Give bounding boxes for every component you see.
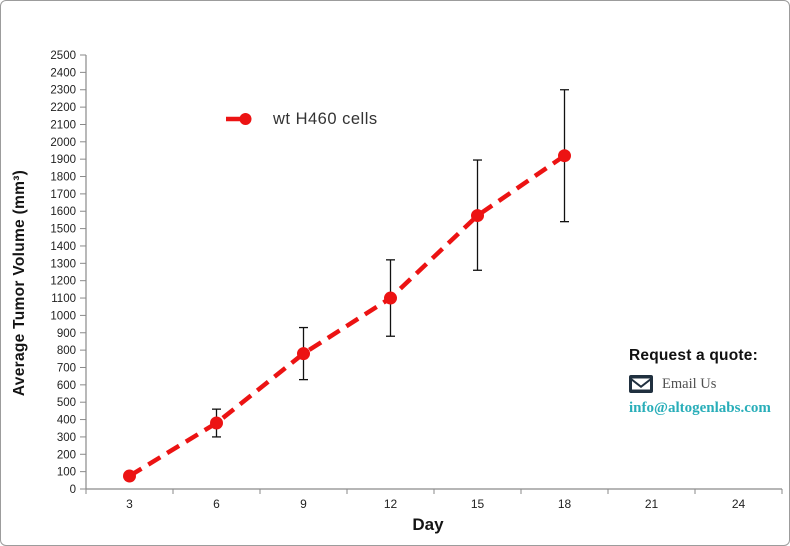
svg-text:21: 21 bbox=[645, 497, 659, 511]
legend-marker-dash-dot-icon bbox=[226, 113, 252, 125]
svg-text:1000: 1000 bbox=[50, 310, 76, 322]
svg-text:1800: 1800 bbox=[50, 172, 76, 184]
svg-text:2200: 2200 bbox=[50, 102, 76, 114]
svg-text:1200: 1200 bbox=[50, 276, 76, 288]
svg-text:2400: 2400 bbox=[50, 67, 76, 79]
svg-text:9: 9 bbox=[300, 497, 307, 511]
svg-text:1500: 1500 bbox=[50, 224, 76, 236]
svg-text:600: 600 bbox=[57, 380, 76, 392]
svg-text:2100: 2100 bbox=[50, 119, 76, 131]
svg-text:1100: 1100 bbox=[51, 293, 76, 305]
svg-text:18: 18 bbox=[558, 497, 572, 511]
svg-text:1900: 1900 bbox=[50, 154, 76, 166]
svg-text:1300: 1300 bbox=[50, 258, 76, 270]
email-us-label: Email Us bbox=[662, 375, 717, 392]
request-quote-block: Request a quote: Email Us info@altogenla… bbox=[629, 347, 784, 417]
svg-text:100: 100 bbox=[57, 467, 76, 479]
svg-text:1600: 1600 bbox=[50, 206, 76, 218]
svg-text:200: 200 bbox=[57, 449, 76, 461]
svg-text:1400: 1400 bbox=[50, 241, 76, 253]
svg-text:15: 15 bbox=[471, 497, 485, 511]
svg-text:400: 400 bbox=[57, 415, 76, 427]
svg-text:300: 300 bbox=[57, 432, 76, 444]
y-axis-title: Average Tumor Volume (mm³) bbox=[11, 169, 28, 397]
svg-text:2300: 2300 bbox=[50, 85, 76, 97]
x-axis-title: Day bbox=[412, 515, 444, 534]
svg-text:3: 3 bbox=[126, 497, 133, 511]
svg-text:12: 12 bbox=[384, 497, 398, 511]
svg-text:2500: 2500 bbox=[50, 50, 76, 62]
email-us-link[interactable]: Email Us bbox=[629, 375, 784, 393]
svg-text:1700: 1700 bbox=[50, 189, 76, 201]
legend: wt H460 cells bbox=[225, 108, 378, 130]
envelope-icon bbox=[629, 375, 653, 393]
svg-text:900: 900 bbox=[57, 328, 76, 340]
svg-text:500: 500 bbox=[57, 397, 76, 409]
svg-text:800: 800 bbox=[57, 345, 76, 357]
svg-text:24: 24 bbox=[732, 497, 746, 511]
request-quote-heading: Request a quote: bbox=[629, 347, 758, 364]
svg-text:0: 0 bbox=[70, 484, 76, 496]
svg-text:2000: 2000 bbox=[50, 137, 76, 149]
svg-text:700: 700 bbox=[57, 362, 76, 374]
email-address-link[interactable]: info@altogenlabs.com bbox=[629, 400, 771, 416]
svg-text:6: 6 bbox=[213, 497, 220, 511]
legend-label: wt H460 cells bbox=[273, 109, 378, 128]
